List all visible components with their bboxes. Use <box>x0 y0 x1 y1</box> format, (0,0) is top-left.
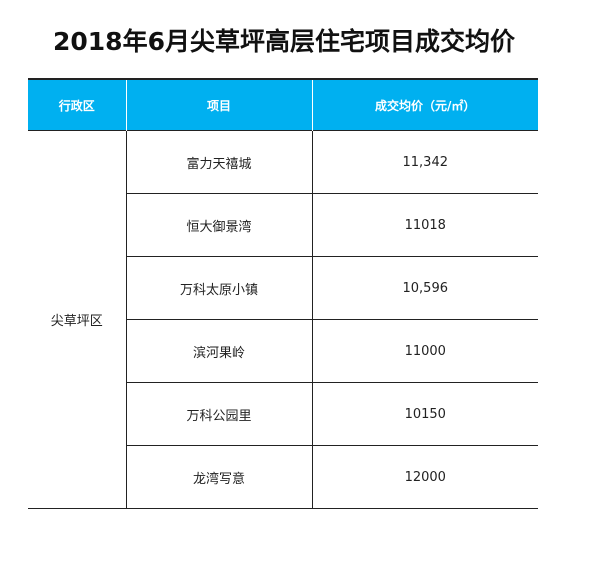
project-cell: 富力天禧城 <box>126 130 313 194</box>
price-cell: 10150 <box>312 382 538 446</box>
district-cell: 尖草坪区 <box>28 130 127 509</box>
price-cell: 11018 <box>312 193 538 257</box>
page-title: 2018年6月尖草坪高层住宅项目成交均价 <box>53 27 515 56</box>
header-row: 行政区 项目 成交均价（元/㎡） <box>28 79 538 131</box>
project-cell: 万科公园里 <box>126 382 313 446</box>
price-cell: 10,596 <box>312 256 538 320</box>
table-row: 龙湾写意 12000 <box>28 445 538 509</box>
price-cell: 11000 <box>312 319 538 383</box>
table-row: 尖草坪区 富力天禧城 11,342 <box>28 130 538 509</box>
project-cell: 恒大御景湾 <box>126 193 313 257</box>
table-row: 万科太原小镇 10,596 <box>28 256 538 320</box>
price-table: 行政区 项目 成交均价（元/㎡） 尖草坪区 富力天禧城 11,342 恒大御景湾… <box>28 78 538 509</box>
header-project: 项目 <box>126 79 313 131</box>
price-cell: 12000 <box>312 445 538 509</box>
project-cell: 龙湾写意 <box>126 445 313 509</box>
table-header: 行政区 项目 成交均价（元/㎡） <box>28 79 538 131</box>
table-row: 万科公园里 10150 <box>28 382 538 446</box>
header-price: 成交均价（元/㎡） <box>312 79 538 131</box>
table-body: 尖草坪区 富力天禧城 11,342 恒大御景湾 11018 万科太原小镇 10,… <box>28 130 538 509</box>
table-row: 滨河果岭 11000 <box>28 319 538 383</box>
price-cell: 11,342 <box>312 130 538 194</box>
header-district: 行政区 <box>28 79 127 131</box>
table-row: 恒大御景湾 11018 <box>28 193 538 257</box>
project-cell: 万科太原小镇 <box>126 256 313 320</box>
project-cell: 滨河果岭 <box>126 319 313 383</box>
